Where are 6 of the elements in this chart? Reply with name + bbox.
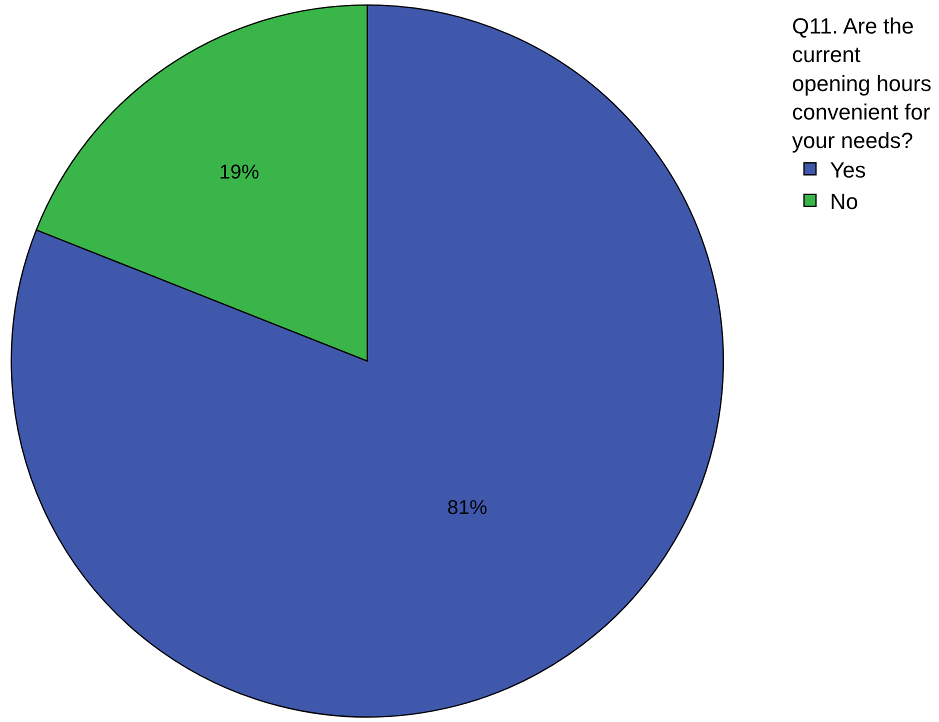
legend-label: Yes [830, 157, 866, 182]
data-label: 81% [447, 497, 488, 520]
data-label: 19% [219, 162, 260, 184]
legend-label: No [830, 188, 858, 214]
legend-title: Q11. Are the current opening hours convenient for your needs? [792, 14, 932, 153]
pie-slice [10, 4, 724, 718]
